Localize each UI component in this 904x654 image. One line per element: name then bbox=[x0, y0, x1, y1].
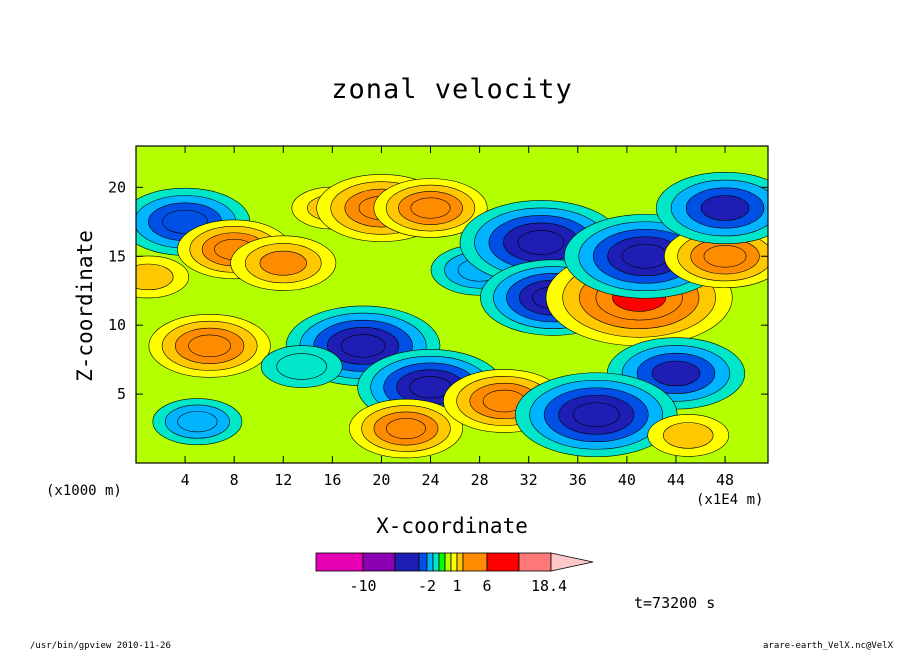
x-tick-label: 36 bbox=[569, 471, 587, 489]
contour-level bbox=[385, 418, 427, 440]
plot-frame bbox=[135, 145, 769, 464]
colorbar-swatch bbox=[394, 552, 420, 572]
colorbar-swatch bbox=[486, 552, 520, 572]
x-tick-label: 12 bbox=[274, 471, 292, 489]
colorbar-swatch bbox=[456, 552, 464, 572]
contour-level bbox=[572, 402, 620, 428]
colorbar-swatch bbox=[362, 552, 396, 572]
colorbar-swatch bbox=[444, 552, 452, 572]
colorbar-swatch bbox=[450, 552, 458, 572]
contour-level bbox=[177, 411, 218, 433]
colorbar-swatch bbox=[518, 552, 552, 572]
field-feature bbox=[152, 398, 243, 446]
contour-level bbox=[276, 353, 327, 380]
x-tick-label: 48 bbox=[716, 471, 734, 489]
y-tick-label: 15 bbox=[108, 247, 126, 265]
colorbar-swatch bbox=[432, 552, 440, 572]
x-tick-label: 40 bbox=[618, 471, 636, 489]
field-feature bbox=[373, 178, 488, 238]
contour-level bbox=[340, 334, 386, 358]
x-tick-label: 44 bbox=[667, 471, 685, 489]
y-ticks: 5 10 15 20 bbox=[108, 178, 768, 403]
field-feature bbox=[514, 372, 678, 458]
x-tick-label: 28 bbox=[471, 471, 489, 489]
x-tick-label: 8 bbox=[230, 471, 239, 489]
chart-title: zonal velocity bbox=[331, 74, 573, 105]
colorbar-swatch bbox=[418, 552, 428, 572]
time-label: t=73200 s bbox=[634, 594, 716, 612]
x-tick-label: 16 bbox=[323, 471, 341, 489]
colorbar-swatch bbox=[462, 552, 488, 572]
field-feature bbox=[664, 224, 768, 289]
contour-level bbox=[410, 197, 451, 219]
contour-field bbox=[136, 146, 768, 463]
x-axis-label: X-coordinate bbox=[376, 514, 528, 538]
contour-level bbox=[651, 360, 701, 387]
footer-file-variable: arare-earth_VelX.nc@VelX bbox=[763, 641, 894, 651]
contour-level bbox=[517, 230, 565, 255]
x-tick-label: 32 bbox=[520, 471, 538, 489]
colorbar-swatch bbox=[315, 552, 364, 572]
field-feature bbox=[647, 414, 730, 457]
x-unit-label-right: (x1E4 m) bbox=[696, 492, 764, 508]
x-ticks: 4 8 12 16 20 24 28 32 36 40 44 48 bbox=[181, 146, 734, 489]
field-feature bbox=[348, 398, 463, 459]
colorbar-tick-label: 18.4 bbox=[531, 577, 567, 595]
field-feature bbox=[230, 235, 337, 291]
x-tick-label: 24 bbox=[421, 471, 439, 489]
colorbar-tick-label: 1 bbox=[452, 577, 461, 595]
colorbar-tick-label: -10 bbox=[349, 577, 376, 595]
contour-level bbox=[188, 334, 232, 358]
contour-level bbox=[621, 243, 669, 269]
footer-program-date: /usr/bin/gpview 2010-11-26 bbox=[30, 641, 171, 651]
field-feature bbox=[148, 314, 271, 378]
contour-level bbox=[259, 250, 307, 276]
colorbar-tick-label: -2 bbox=[418, 577, 436, 595]
contour-level bbox=[663, 422, 714, 449]
field-feature bbox=[136, 255, 190, 299]
contour-level bbox=[136, 263, 174, 291]
x-tick-label: 4 bbox=[181, 471, 190, 489]
y-tick-label: 5 bbox=[117, 385, 126, 403]
field-feature bbox=[260, 345, 343, 388]
x-tick-label: 20 bbox=[372, 471, 390, 489]
y-tick-label: 10 bbox=[108, 316, 126, 334]
x-unit-label-left: (x1000 m) bbox=[46, 483, 122, 499]
colorbar-legend: -10 -2 1 6 18.4 bbox=[315, 552, 594, 595]
colorbar-tick-label: 6 bbox=[482, 577, 491, 595]
contour-level bbox=[700, 195, 750, 221]
colorbar-swatch bbox=[426, 552, 434, 572]
contour-level bbox=[703, 245, 747, 268]
field-feature bbox=[655, 172, 768, 245]
colorbar-swatch bbox=[438, 552, 446, 572]
y-tick-label: 20 bbox=[108, 178, 126, 196]
colorbar-swatch-extend bbox=[550, 552, 594, 572]
